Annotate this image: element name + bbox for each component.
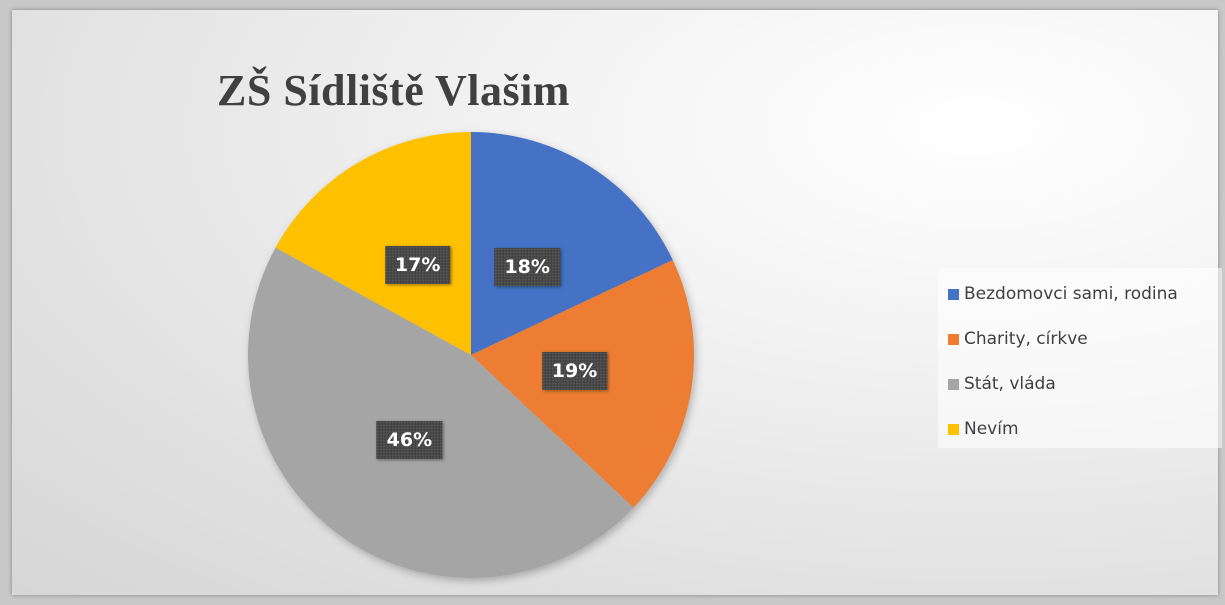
legend-label: Charity, církve xyxy=(964,329,1088,349)
chart-area: ZŠ Sídliště Vlašim 18% 19% 46% 17% Bezdomov… xyxy=(12,10,1222,595)
data-label-nevim: 17% xyxy=(384,245,451,284)
data-label-bezdomovci-sami-rodina: 18% xyxy=(494,247,560,286)
legend-swatch xyxy=(948,423,959,435)
legend-label: Stát, vláda xyxy=(964,374,1056,394)
legend-item-charity-cirkve: Charity, církve xyxy=(948,327,1088,351)
pie-slice-stat-vlada xyxy=(247,247,634,578)
data-label-charity-cirkve: 19% xyxy=(541,352,608,391)
chart-title: ZŠ Sídliště Vlašim xyxy=(217,66,570,115)
legend-label: Bezdomovci sami, rodina xyxy=(964,284,1178,304)
legend-item-stat-vlada: Stát, vláda xyxy=(948,372,1056,396)
legend-label: Nevím xyxy=(964,419,1019,439)
legend-swatch xyxy=(948,288,959,300)
legend-item-nevim: Nevím xyxy=(948,417,1019,441)
pie-slice-nevim xyxy=(275,132,471,355)
legend-item-bezdomovci-sami-rodina: Bezdomovci sami, rodina xyxy=(948,282,1178,306)
data-label-stat-vlada: 46% xyxy=(376,420,443,459)
legend-swatch xyxy=(948,378,959,390)
chart-legend: Bezdomovci sami, rodina Charity, církve St… xyxy=(938,268,1222,448)
pie-slice-bezdomovci-sami-rodina xyxy=(471,132,673,355)
legend-swatch xyxy=(948,333,959,345)
